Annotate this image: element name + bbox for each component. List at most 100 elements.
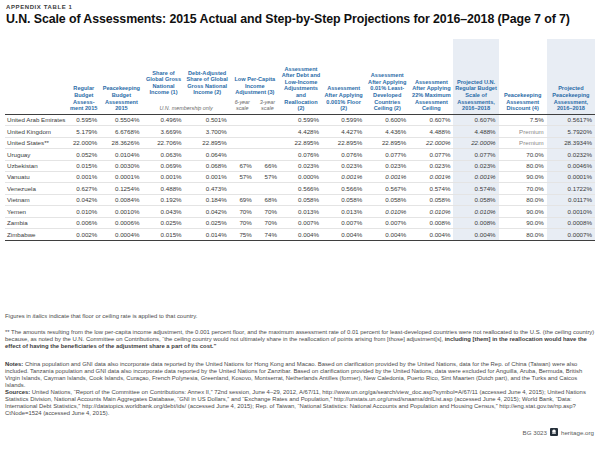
value-cell: 70.0%: [499, 183, 547, 194]
value-cell: 22.706%: [142, 137, 184, 148]
value-cell: [255, 149, 280, 160]
value-cell: 0.0004%: [100, 229, 142, 240]
country-cell: Zimbabwe: [5, 229, 67, 240]
value-cell: 0.488%: [142, 183, 184, 194]
value-cell: 0.058%: [280, 194, 322, 205]
country-cell: Uruguay: [5, 149, 67, 160]
value-cell: 0.007%: [322, 217, 365, 228]
col-after-max-ceiling: Assessment After Applying 22% Maximum As…: [409, 39, 453, 114]
value-cell: 70.0%: [499, 149, 547, 160]
value-cell: 0.574%: [453, 183, 498, 194]
value-cell: 0.599%: [322, 114, 365, 125]
value-cell: 70%: [255, 217, 280, 228]
heritage-logo-icon: [550, 428, 558, 436]
value-cell: 0.001%: [185, 171, 230, 182]
col-after-ldc-ceiling: Assessment After Applying 0.01% Least-De…: [365, 39, 409, 114]
footer-branding: BG 3023 heritage.org: [523, 428, 594, 436]
value-cell: 0.077%: [365, 149, 409, 160]
value-cell: 22.895%: [280, 137, 322, 148]
table-row: United States**22.000%28.3626%22.706%22.…: [5, 137, 595, 148]
value-cell: 28.3626%: [100, 137, 142, 148]
value-cell: 0.010%: [365, 206, 409, 217]
col-peacekeeping-budget: Peacekeeping Budget Assessment 2015: [100, 39, 142, 114]
value-cell: 0.600%: [365, 114, 409, 125]
value-cell: [230, 137, 255, 148]
value-cell: 0.501%: [185, 114, 230, 125]
table-row: Zimbabwe0.002%0.0004%0.015%0.014%75%74% 0…: [5, 229, 595, 240]
value-cell: 5.7920%: [547, 126, 595, 137]
value-cell: 4.428%: [280, 126, 322, 137]
value-cell: 4.436%: [365, 126, 409, 137]
notes-paragraph: Notes: China population and GNI data als…: [5, 361, 595, 389]
value-cell: 90.0%: [499, 217, 547, 228]
value-cell: 80.0%: [499, 194, 547, 205]
value-cell: 67%: [230, 160, 255, 171]
value-cell: 0.077%: [453, 149, 498, 160]
value-cell: 0.566%: [280, 183, 322, 194]
value-cell: 0.0010%: [547, 206, 595, 217]
country-cell: Uzbekistan: [5, 160, 67, 171]
col-pk-discount: Peacekeeping Assessment Discount (4): [499, 39, 547, 114]
value-cell: 0.023%: [453, 160, 498, 171]
value-cell: 0.004%: [365, 229, 409, 240]
value-cell: 22.895%: [185, 137, 230, 148]
value-cell: 0.023%: [409, 160, 453, 171]
value-cell: 0.007%: [280, 217, 322, 228]
table-row: Uruguay0.052%0.0104%0.063%0.064%0.076%0.…: [5, 149, 595, 160]
value-cell: 0.010%: [67, 206, 100, 217]
value-cell: 0.5617%: [547, 114, 595, 125]
value-cell: 0.000%: [280, 171, 322, 182]
table-row: Zambia0.006%0.0006%0.025%0.025%70%70%0.0…: [5, 217, 595, 228]
value-cell: 0.1254%: [100, 183, 142, 194]
value-cell: 0.0030%: [100, 160, 142, 171]
notes-label: Notes:: [5, 361, 23, 367]
table-kicker: APPENDIX TABLE 1: [6, 4, 73, 10]
value-cell: 0.5504%: [100, 114, 142, 125]
value-cell: 0.014%: [185, 229, 230, 240]
value-cell: 0.063%: [142, 149, 184, 160]
value-cell: 80.0%: [499, 229, 547, 240]
value-cell: 0.004%: [409, 229, 453, 240]
value-cell: 4.427%: [322, 126, 365, 137]
value-cell: 0.0006%: [100, 217, 142, 228]
value-cell: 0.001%: [365, 171, 409, 182]
value-cell: 74%: [255, 229, 280, 240]
value-cell: Premium: [499, 126, 547, 137]
value-cell: 0.002%: [67, 229, 100, 240]
value-cell: [255, 126, 280, 137]
value-cell: 0.042%: [185, 206, 230, 217]
value-cell: 0.076%: [280, 149, 322, 160]
col-projected-peacekeeping: Projected Peacekeeping Assessment, 2016–…: [547, 39, 595, 114]
table-row: Vietnam0.042%0.0084%0.192%0.184%69%68%0.…: [5, 194, 595, 205]
value-cell: 0.010%: [453, 206, 498, 217]
value-cell: 0.006%: [67, 217, 100, 228]
sources-paragraph: Sources: United Nations, “Report of the …: [5, 389, 595, 417]
table-body: United Arab Emirates0.595%0.5504%0.496%0…: [5, 114, 595, 240]
value-cell: 0.192%: [142, 194, 184, 205]
subcol-6-year-scale: 6-year scale: [230, 98, 255, 114]
value-cell: 3.700%: [185, 126, 230, 137]
value-cell: 0.607%: [453, 114, 498, 125]
value-cell: 0.008%: [409, 217, 453, 228]
document-id: BG 3023: [523, 429, 547, 436]
value-cell: 0.015%: [67, 160, 100, 171]
value-cell: 0.015%: [142, 229, 184, 240]
value-cell: 0.567%: [365, 183, 409, 194]
value-cell: 0.184%: [185, 194, 230, 205]
country-cell: United Arab Emirates: [5, 114, 67, 125]
value-cell: 0.058%: [365, 194, 409, 205]
value-cell: 0.0084%: [100, 194, 142, 205]
value-cell: 0.052%: [67, 149, 100, 160]
table-row: United Kingdom5.179%6.6768%3.669%3.700%4…: [5, 126, 595, 137]
value-cell: 0.1722%: [547, 183, 595, 194]
value-cell: 69%: [230, 194, 255, 205]
value-cell: 0.025%: [185, 217, 230, 228]
value-cell: Premium: [499, 137, 547, 148]
table-row: United Arab Emirates0.595%0.5504%0.496%0…: [5, 114, 595, 125]
footnote-italics-pre: Figures in: [5, 313, 33, 319]
footnote-italics-word: italics: [33, 313, 48, 319]
value-cell: 0.0232%: [547, 149, 595, 160]
value-cell: 70%: [230, 206, 255, 217]
value-cell: 75%: [230, 229, 255, 240]
value-cell: 0.001%: [409, 171, 453, 182]
